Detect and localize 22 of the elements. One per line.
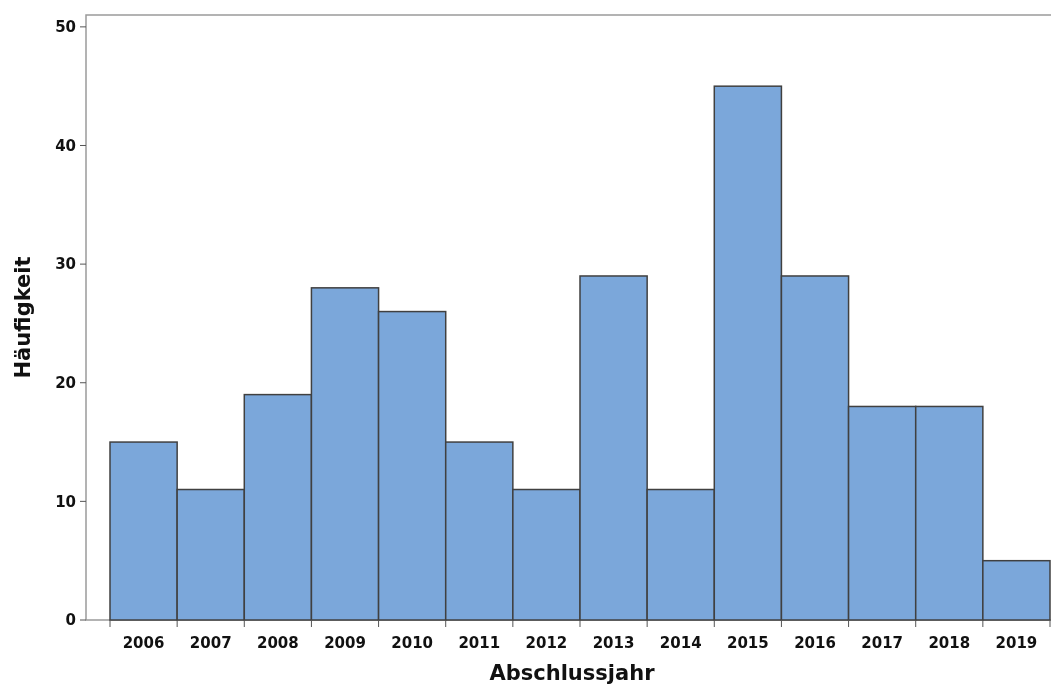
y-axis-title: Häufigkeit [11, 256, 35, 379]
y-tick-label: 40 [55, 136, 76, 155]
y-tick-label: 50 [55, 18, 76, 37]
x-axis-title: Abschlussjahr [489, 661, 656, 685]
x-tick-label: 2006 [122, 634, 165, 652]
y-tick-label: 20 [55, 374, 76, 392]
x-tick-label: 2019 [995, 634, 1038, 652]
x-tick-label: 2011 [458, 634, 501, 652]
y-tick-label: 30 [55, 255, 76, 274]
x-tick-label: 2007 [189, 634, 232, 652]
x-tick-label: 2013 [592, 634, 635, 652]
y-tick-label: 0 [65, 611, 76, 630]
x-tick-label: 2012 [525, 634, 568, 652]
x-tick-label: 2009 [324, 634, 366, 652]
x-tick-label: 2008 [256, 634, 299, 652]
x-tick-label: 2017 [861, 634, 904, 652]
x-tick-label: 2010 [391, 634, 434, 652]
x-tick-label: 2015 [726, 634, 769, 652]
x-tick-label: 2018 [928, 634, 971, 652]
x-tick-label: 2014 [659, 634, 702, 652]
x-tick-label: 2016 [794, 634, 836, 652]
y-tick-label: 10 [55, 492, 76, 511]
